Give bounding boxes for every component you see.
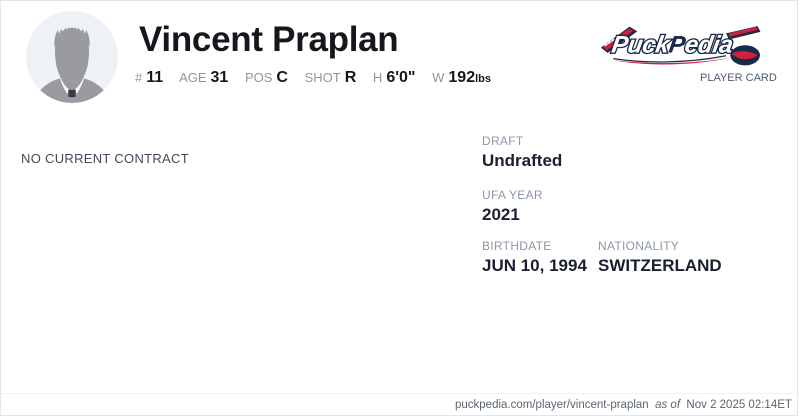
- svg-text:PuckPedia: PuckPedia: [610, 32, 735, 59]
